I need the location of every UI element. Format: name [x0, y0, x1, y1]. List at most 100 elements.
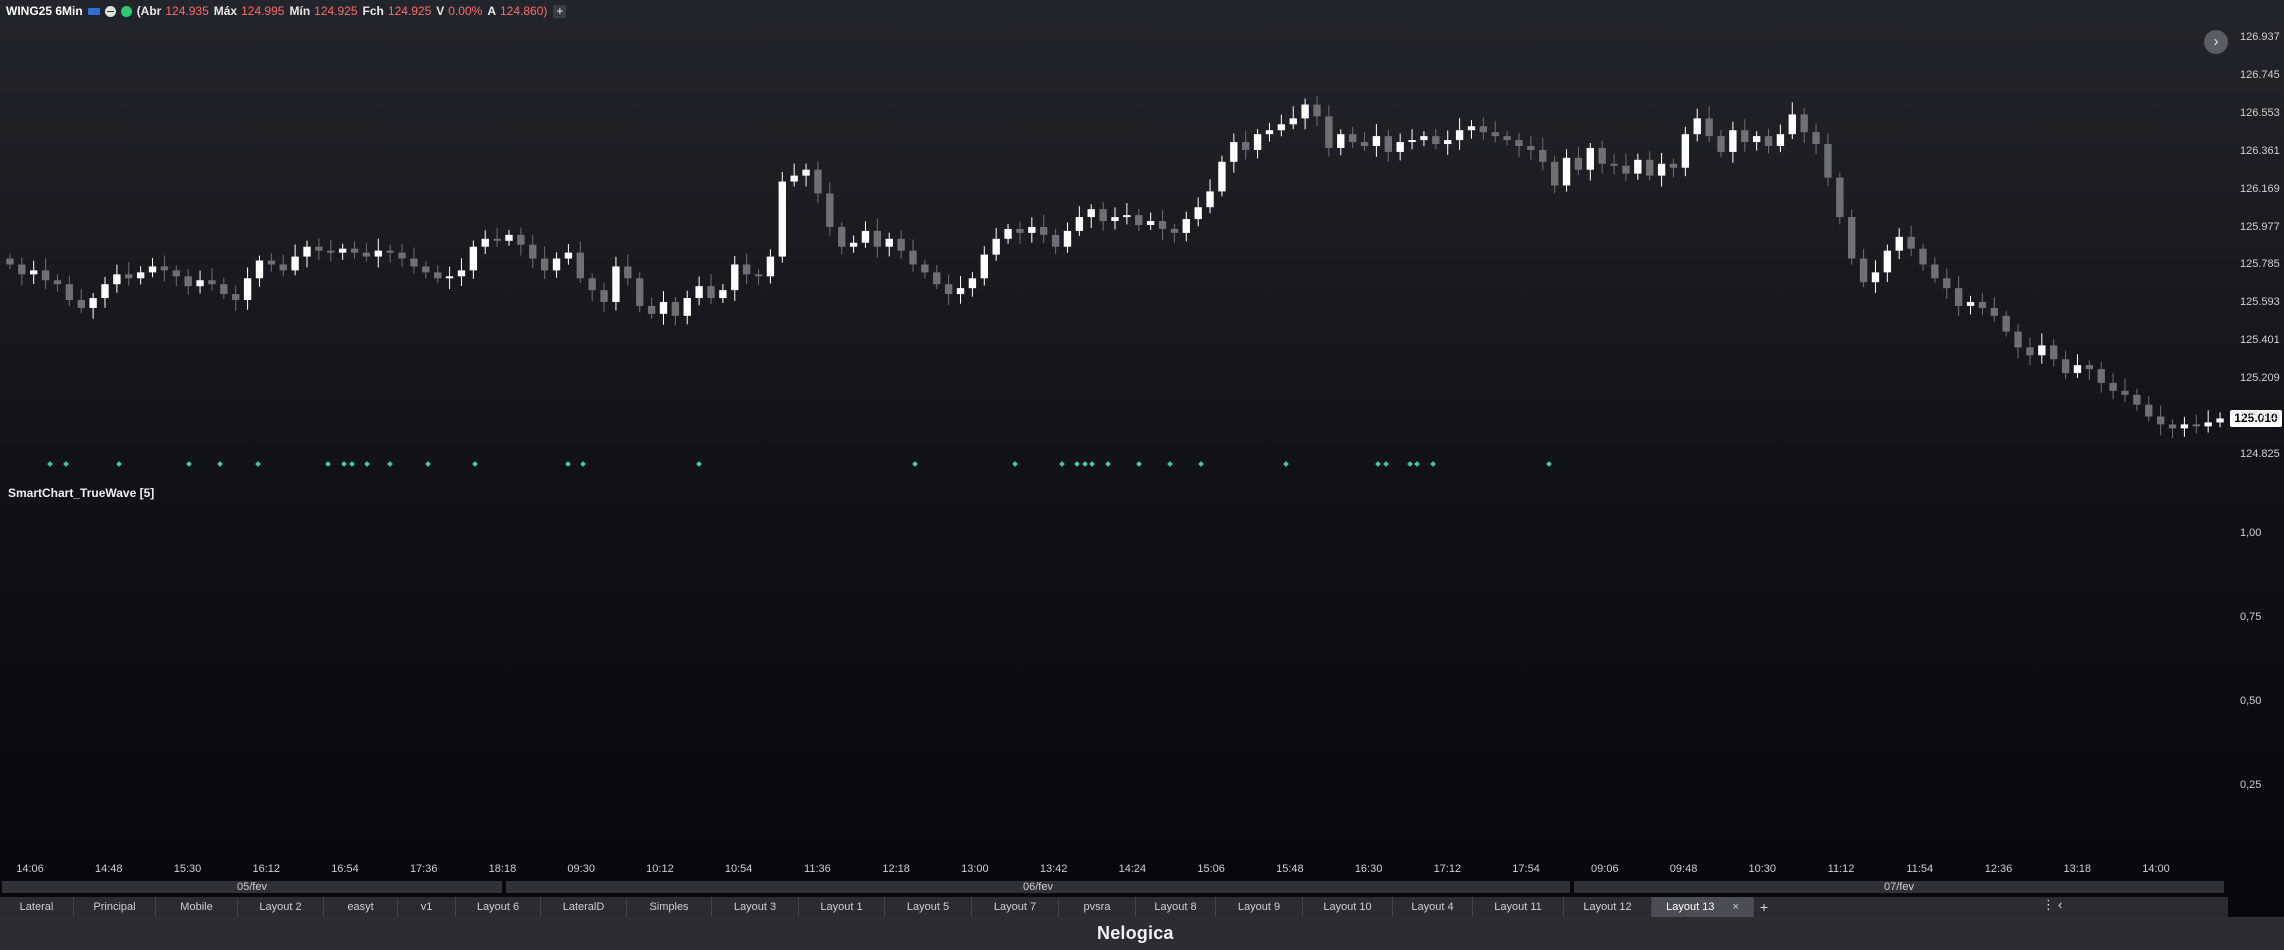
candle[interactable] — [1776, 124, 1785, 153]
candle[interactable] — [2026, 337, 2034, 365]
candle[interactable] — [1146, 212, 1155, 230]
candle[interactable] — [885, 232, 893, 257]
candle[interactable] — [362, 242, 371, 262]
candle[interactable] — [220, 278, 228, 300]
candle[interactable] — [564, 244, 573, 265]
more-tabs-icon[interactable]: ⋮ — [2042, 897, 2055, 912]
candle[interactable] — [802, 163, 810, 187]
layout-tab[interactable]: Layout 2 — [238, 897, 324, 917]
candle[interactable] — [481, 230, 489, 255]
candle[interactable] — [2216, 412, 2224, 428]
candle[interactable] — [267, 253, 276, 272]
candle[interactable] — [1741, 119, 1749, 152]
candle[interactable] — [1325, 105, 1333, 157]
candle[interactable] — [338, 243, 347, 260]
candle[interactable] — [2168, 419, 2177, 439]
candle[interactable] — [1432, 128, 1440, 149]
candle[interactable] — [232, 285, 240, 311]
candle[interactable] — [933, 265, 941, 290]
candle[interactable] — [2097, 361, 2105, 393]
candle[interactable] — [1277, 114, 1286, 137]
candle[interactable] — [505, 229, 513, 246]
candle[interactable] — [172, 265, 180, 286]
candle[interactable] — [1693, 108, 1701, 142]
candle[interactable] — [1348, 126, 1357, 149]
candle[interactable] — [1004, 223, 1012, 244]
candle[interactable] — [1717, 130, 1725, 157]
candle[interactable] — [1360, 132, 1369, 151]
candle[interactable] — [1063, 222, 1072, 253]
candle[interactable] — [814, 161, 822, 204]
layout-tab[interactable]: Layout 1 — [799, 897, 885, 917]
candle[interactable] — [2133, 388, 2141, 411]
candle[interactable] — [6, 253, 14, 270]
candle[interactable] — [1099, 201, 1107, 231]
candle[interactable] — [517, 227, 525, 256]
candle[interactable] — [1123, 203, 1131, 225]
candle[interactable] — [1253, 129, 1262, 159]
candle[interactable] — [374, 238, 382, 268]
candle[interactable] — [1800, 108, 1808, 144]
candle[interactable] — [1919, 243, 1927, 271]
candle[interactable] — [909, 239, 917, 272]
candle[interactable] — [707, 274, 715, 305]
candle[interactable] — [754, 269, 763, 285]
layout-tab[interactable]: Layout 10 — [1303, 897, 1393, 917]
layout-tab[interactable]: easyt — [324, 897, 398, 917]
add-tab-button[interactable]: + — [1759, 899, 1769, 915]
layout-tab[interactable]: Lateral — [0, 897, 74, 917]
layout-tab[interactable]: Principal — [74, 897, 156, 917]
candle[interactable] — [18, 257, 26, 286]
candle[interactable] — [30, 260, 38, 285]
candle[interactable] — [2156, 405, 2165, 436]
candle[interactable] — [1907, 225, 1915, 256]
candle[interactable] — [1574, 146, 1583, 175]
candle[interactable] — [1337, 129, 1345, 156]
candle[interactable] — [921, 259, 929, 279]
layout-tab[interactable]: Layout 5 — [885, 897, 972, 917]
candle[interactable] — [1978, 293, 1987, 316]
candle[interactable] — [41, 258, 50, 289]
candle[interactable] — [148, 257, 157, 278]
candle[interactable] — [1467, 120, 1476, 139]
layout-tab[interactable]: Mobile — [156, 897, 238, 917]
candle[interactable] — [350, 241, 359, 259]
layout-tab[interactable]: Layout 12 — [1564, 897, 1652, 917]
candle[interactable] — [1206, 179, 1214, 214]
candle[interactable] — [1372, 124, 1381, 157]
candle[interactable] — [1610, 154, 1618, 175]
candle[interactable] — [1028, 217, 1036, 243]
candle[interactable] — [612, 256, 620, 311]
candle[interactable] — [1550, 155, 1559, 193]
candle[interactable] — [279, 254, 287, 277]
candle[interactable] — [695, 276, 703, 306]
candle[interactable] — [1016, 221, 1024, 244]
candle[interactable] — [1883, 244, 1892, 283]
candle[interactable] — [636, 272, 644, 313]
candle[interactable] — [2109, 373, 2117, 400]
candle[interactable] — [2192, 414, 2200, 434]
candle[interactable] — [873, 218, 882, 258]
candle[interactable] — [1218, 155, 1226, 197]
candle[interactable] — [327, 239, 335, 262]
add-indicator-button[interactable]: + — [553, 4, 567, 18]
candle[interactable] — [1812, 123, 1820, 154]
candle[interactable] — [1040, 214, 1048, 244]
candle[interactable] — [303, 240, 311, 268]
layout-tab[interactable]: Layout 6 — [456, 897, 541, 917]
candle[interactable] — [529, 235, 537, 269]
candle[interactable] — [422, 261, 430, 279]
candle[interactable] — [1836, 172, 1844, 225]
candle[interactable] — [861, 221, 870, 248]
candle[interactable] — [1301, 98, 1309, 130]
candle[interactable] — [89, 293, 97, 319]
symbol-label[interactable]: WING25 6Min — [6, 4, 83, 18]
candle[interactable] — [1824, 133, 1832, 187]
candle[interactable] — [826, 182, 834, 236]
candle[interactable] — [1170, 223, 1179, 243]
candle[interactable] — [1515, 132, 1523, 157]
candle[interactable] — [1242, 131, 1250, 160]
candle[interactable] — [1503, 131, 1511, 146]
layout-tab[interactable]: Layout 13 × — [1652, 897, 1754, 917]
layout-tab[interactable]: Layout 7 — [972, 897, 1059, 917]
